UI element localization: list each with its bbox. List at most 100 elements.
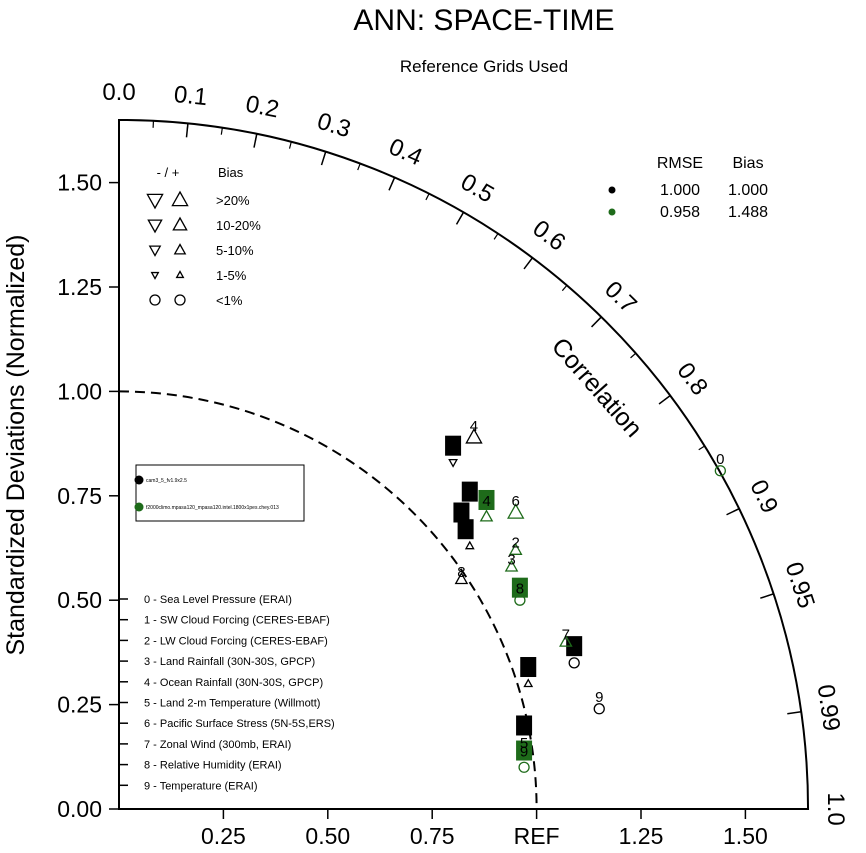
bias-triangle-up-marker: [559, 634, 573, 647]
data-point: 7: [520, 657, 537, 688]
legend-triangle-up-icon: [175, 270, 185, 279]
y-tick-label: 0.75: [57, 483, 102, 509]
point-label-box: [445, 435, 462, 456]
variable-label: 9 - Temperature (ERAI): [144, 780, 258, 792]
bias-triangle-up-marker: [508, 542, 523, 555]
point-label: 7: [524, 660, 532, 677]
y-tick-label: 1.00: [57, 378, 102, 404]
legend-triangle-up-icon: [172, 216, 188, 231]
chart-subtitle: Reference Grids Used: [400, 57, 568, 76]
corr-major-tick: [658, 394, 671, 405]
x-tick-label: 0.75: [410, 823, 455, 849]
point-label: 7: [562, 627, 570, 644]
legend-triangle-down-icon: [146, 193, 164, 210]
bias-triangle-up-marker: [464, 540, 475, 550]
reference-arc: [118, 390, 538, 810]
corr-major-tick: [388, 177, 396, 191]
data-point: 6: [507, 493, 525, 519]
point-label: 8: [516, 581, 524, 598]
bias-legend-label: 5-10%: [216, 243, 254, 258]
y-tick-label: 0.50: [57, 587, 102, 613]
bias-triangle-up-marker: [523, 678, 534, 688]
point-label-box: [457, 519, 474, 540]
bias-legend: - / + Bias >20% 10-20% 5-10% 1-5% <1%: [146, 165, 261, 308]
bias-triangle-up-marker: [454, 571, 469, 585]
point-label-box: [520, 657, 537, 678]
series-legend-box: cam3_5_fv1.9x2.5 f2000climo.mpasa120_mpas…: [134, 464, 305, 522]
corr-minor-tick: [425, 193, 430, 201]
variable-label: 6 - Pacific Surface Stress (5N-5S,ERS): [144, 718, 335, 730]
data-point: 3: [453, 502, 470, 523]
legend-triangle-down-icon: [148, 245, 162, 257]
variables-legend: 0 - Sea Level Pressure (ERAI) 1 - SW Clou…: [119, 594, 335, 792]
point-label-box: [511, 577, 528, 598]
series-legend-name: f2000climo.mpasa120_mpasa120.intel.1800x…: [146, 505, 279, 511]
series-legend-frame: [135, 464, 305, 522]
bias-triangle-down-marker: [448, 458, 458, 468]
corr-major-tick: [455, 211, 465, 225]
corr-minor-tick: [698, 445, 706, 451]
bias-legend-label: 10-20%: [216, 218, 261, 233]
point-label: 5: [520, 718, 528, 735]
x-tick-label: 1.25: [619, 823, 664, 849]
bias-circle-marker: [568, 657, 580, 669]
corr-tick-label: 0.5: [456, 168, 498, 208]
data-point: 8: [454, 564, 469, 585]
point-label-box: [461, 481, 478, 502]
legend-circle-icon: [174, 294, 186, 306]
data-point: 4: [478, 489, 495, 522]
corr-major-tick: [787, 711, 802, 715]
data-point: 2: [461, 481, 478, 502]
stats-bias-value: 1.488: [728, 204, 768, 221]
data-point: 8: [511, 577, 528, 606]
point-label-box: [516, 740, 533, 761]
point-label: 2: [512, 535, 520, 552]
bias-triangle-up-marker: [479, 509, 494, 522]
data-point: 0: [714, 451, 726, 477]
y-tick-label: 0.00: [57, 796, 102, 822]
legend-triangle-up-icon: [171, 190, 189, 207]
corr-major-tick: [726, 507, 740, 516]
y-tick-label: 1.25: [57, 274, 102, 300]
variable-label: 2 - LW Cloud Forcing (CERES-EBAF): [144, 635, 328, 647]
data-point: 3: [504, 551, 519, 572]
point-label: 0: [716, 451, 724, 468]
corr-tick-label: 0.0: [102, 79, 135, 106]
corr-major-tick: [523, 257, 534, 270]
point-label: 3: [457, 506, 465, 523]
corr-minor-tick: [357, 163, 361, 171]
corr-tick-label: 0.99: [812, 683, 845, 733]
point-label-box: [516, 715, 533, 736]
bias-circle-marker: [593, 703, 605, 715]
data-point: 1: [457, 519, 475, 550]
x-tick-label: 0.50: [305, 823, 350, 849]
stats-rmse-value: 0.958: [660, 204, 700, 221]
x-tick-label: 1.50: [723, 823, 768, 849]
data-point: 2: [508, 535, 523, 555]
bias-triangle-up-marker: [504, 559, 519, 572]
data-point: 7: [559, 627, 573, 647]
variable-label: 8 - Relative Humidity (ERAI): [144, 760, 282, 772]
bias-legend-label: <1%: [216, 293, 243, 308]
point-label: 2: [466, 485, 474, 502]
corr-major-tick: [185, 123, 189, 138]
corr-tick-label: 0.3: [314, 108, 354, 144]
point-label-box: [453, 502, 470, 523]
corr-major-tick: [760, 593, 774, 599]
bias-circle-marker: [714, 465, 726, 477]
corr-tick-label: 0.6: [527, 215, 570, 257]
corr-tick-label: 0.8: [671, 358, 713, 401]
point-label: 9: [520, 744, 528, 761]
corr-tick-label: 0.9: [744, 476, 783, 518]
stats-header-bias: Bias: [732, 155, 763, 172]
bias-legend-sign-header: - / +: [157, 165, 180, 180]
corr-major-tick: [590, 316, 602, 328]
stats-header-rmse: RMSE: [657, 155, 703, 172]
bias-legend-label: 1-5%: [216, 268, 247, 283]
point-label: 1: [461, 522, 469, 539]
series-legend-dot-icon: [134, 475, 144, 485]
bias-triangle-up-marker: [465, 428, 483, 444]
point-label-box: [478, 489, 495, 510]
